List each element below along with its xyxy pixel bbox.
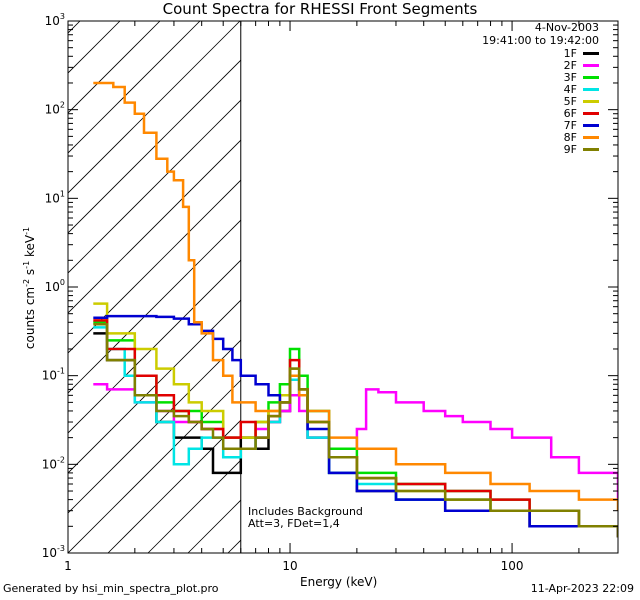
legend-label: 9F: [563, 142, 577, 156]
legend-item-2F: 2F: [482, 58, 599, 72]
legend-label: 3F: [563, 70, 577, 84]
y-tick-label: 102: [45, 101, 65, 117]
legend-date: 4-Nov-2003: [534, 21, 599, 34]
legend-item-9F: 9F: [482, 142, 599, 156]
hatch-line: [68, 21, 201, 154]
annotation-attenuator: Att=3, FDet=1,4: [248, 517, 340, 530]
series-5F: [93, 302, 618, 538]
y-tick-label: 10-1: [42, 367, 65, 383]
x-tick-label: 10: [282, 559, 297, 573]
legend-swatch: [583, 75, 599, 79]
hatch-line: [68, 59, 241, 234]
footer-timestamp: 11-Apr-2023 22:09: [530, 582, 634, 595]
y-tick-label: 103: [45, 12, 65, 28]
y-label-part: keV: [23, 234, 37, 261]
legend-item-3F: 3F: [482, 70, 599, 84]
hatch-line: [68, 139, 241, 314]
x-tick-label: 1: [64, 559, 72, 573]
legend-swatch: [583, 111, 599, 115]
hatch-line: [68, 379, 241, 553]
x-axis-label: Energy (keV): [300, 575, 378, 589]
y-label-part: counts cm: [23, 286, 37, 350]
legend-item-7F: 7F: [482, 118, 599, 132]
legend-label: 2F: [563, 58, 577, 72]
footer-generated-by: Generated by hsi_min_spectra_plot.pro: [3, 582, 219, 595]
x-tick-label: 100: [501, 559, 524, 573]
y-tick-label: 100: [45, 278, 65, 294]
legend-time-range: 19:41:00 to 19:42:00: [482, 34, 599, 47]
y-label-exponent: -1: [22, 226, 31, 235]
hatch-line: [147, 459, 241, 553]
y-label-exponent: -2: [22, 278, 31, 287]
legend-item-4F: 4F: [482, 82, 599, 96]
legend-item-6F: 6F: [482, 106, 599, 120]
series-9F: [93, 323, 618, 538]
hatch-line: [628, 21, 640, 553]
legend-swatch: [583, 99, 599, 103]
legend-label: 5F: [563, 94, 577, 108]
legend-swatch: [583, 87, 599, 91]
hatch-line: [68, 99, 241, 274]
legend: 4-Nov-2003 19:41:00 to 19:42:00 1F 2F 3F 4F…: [482, 21, 599, 156]
legend-swatch: [583, 51, 599, 55]
y-tick-label: 10-3: [42, 544, 65, 560]
legend-item-8F: 8F: [482, 130, 599, 144]
hatch-line: [68, 21, 241, 194]
legend-item-5F: 5F: [482, 94, 599, 108]
y-label-part: s: [23, 268, 37, 279]
hatch-line: [107, 419, 241, 553]
series-group: [93, 81, 618, 538]
chart-title: Count Spectra for RHESSI Front Segments: [162, 0, 478, 18]
y-tick-label: 101: [45, 189, 65, 205]
legend-swatch: [583, 147, 599, 151]
legend-label: 6F: [563, 106, 577, 120]
hatch-line: [68, 219, 241, 394]
series-8F: [93, 81, 618, 511]
y-tick-label: 10-2: [42, 455, 65, 471]
series-7F: [93, 314, 618, 538]
legend-label: 4F: [563, 82, 577, 96]
hatch-line: [68, 259, 241, 434]
hatch-line: [68, 339, 241, 514]
legend-label: 1F: [563, 46, 577, 60]
y-label-exponent: -1: [22, 260, 31, 269]
legend-swatch: [583, 135, 599, 139]
legend-label: 8F: [563, 130, 577, 144]
annotation-background: Includes Background: [248, 505, 363, 518]
legend-swatch: [583, 63, 599, 67]
legend-item-1F: 1F: [482, 46, 599, 60]
hatch-line: [68, 179, 241, 354]
legend-label: 7F: [563, 118, 577, 132]
y-axis-label: counts cm-2 s-1 keV-1: [22, 198, 37, 378]
legend-swatch: [583, 123, 599, 127]
